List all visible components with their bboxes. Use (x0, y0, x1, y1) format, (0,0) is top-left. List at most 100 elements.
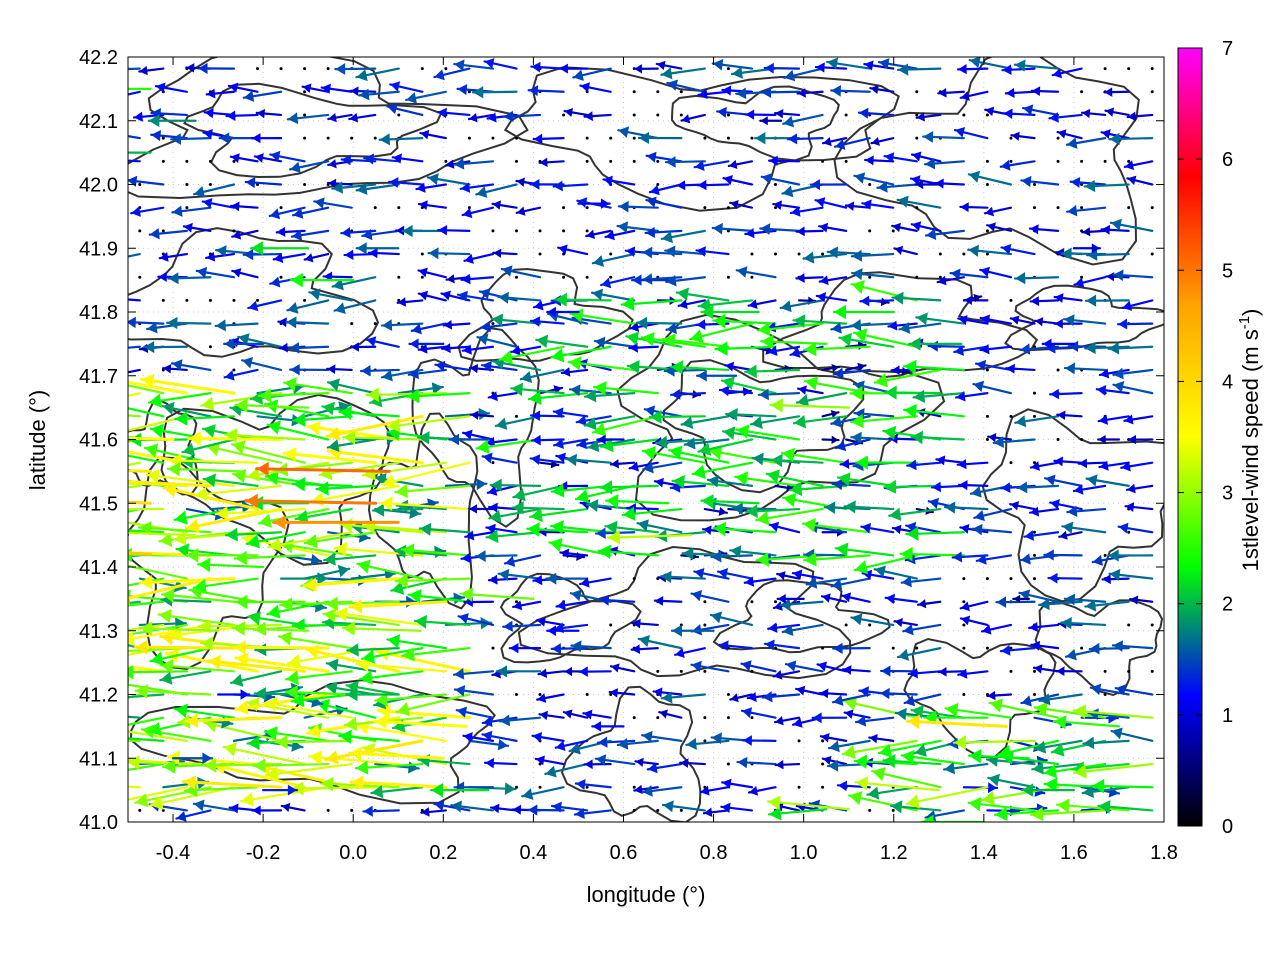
wind-vector (843, 709, 871, 719)
wind-vector (355, 182, 400, 195)
wind-vector (444, 159, 448, 163)
wind-vector (419, 129, 447, 140)
wind-vector (750, 716, 754, 720)
wind-vector (474, 550, 518, 562)
wind-vector (861, 199, 895, 210)
wind-vector (743, 576, 777, 587)
wind-vector (1033, 669, 1036, 673)
wind-vector (726, 762, 730, 766)
wind-vector (497, 568, 542, 581)
wind-vector (693, 160, 730, 171)
wind-vector (699, 785, 730, 796)
wind-vector (1112, 269, 1154, 282)
wind-vector (161, 364, 188, 374)
wind-vector (349, 775, 448, 790)
wind-vector (1114, 684, 1154, 696)
wind-vector (582, 709, 612, 720)
wind-vector (617, 126, 659, 140)
wind-vector (1126, 111, 1154, 122)
wind-vector (985, 646, 989, 650)
wind-vector (395, 693, 471, 717)
wind-vector (527, 85, 565, 97)
wind-vector (485, 529, 542, 544)
contour-line (560, 685, 702, 822)
wind-vector (418, 522, 471, 536)
wind-vector (1009, 461, 1013, 465)
wind-vector (185, 183, 189, 186)
wind-vector (397, 275, 401, 279)
wind-vector-sample (832, 304, 895, 320)
wind-vector (400, 543, 471, 558)
contour-line (183, 82, 443, 179)
wind-vector (1150, 669, 1154, 673)
wind-vector (1043, 549, 1083, 561)
wind-vector (1028, 621, 1060, 633)
wind-vector (685, 737, 730, 750)
wind-vector (714, 341, 777, 356)
wind-vector (192, 577, 259, 594)
wind-vector (761, 691, 801, 703)
wind-vector (562, 206, 566, 210)
wind-vector (494, 415, 542, 430)
wind-vector (237, 333, 283, 348)
wind-vector (485, 523, 518, 535)
wind-vector (463, 252, 495, 264)
wind-vector (585, 136, 589, 140)
wind-vector (255, 108, 283, 119)
wind-vector (333, 542, 424, 557)
wind-vector (487, 391, 518, 402)
y-tick-label: 42.0 (79, 175, 118, 197)
wind-vector (555, 600, 589, 611)
wind-vector-sample (700, 494, 760, 509)
wind-vector (632, 90, 636, 94)
colorbar-tick-label: 6 (1222, 149, 1233, 171)
wind-vector (658, 709, 683, 719)
wind-vector (128, 175, 165, 187)
wind-vector-sample (695, 369, 738, 382)
wind-vector (149, 786, 236, 810)
wind-vector (628, 461, 659, 472)
wind-vector (776, 571, 801, 581)
wind-vector (709, 611, 754, 627)
wind-vector (1127, 159, 1131, 163)
wind-vector (656, 808, 660, 812)
wind-vector (811, 712, 848, 724)
wind-vector (247, 299, 283, 312)
wind-vector (1073, 762, 1154, 779)
wind-vector (937, 87, 965, 98)
wind-vector (315, 481, 377, 496)
wind-vector (750, 136, 754, 140)
wind-vector (711, 58, 754, 71)
wind-vector (844, 201, 871, 211)
wind-vector (512, 600, 542, 611)
wind-vector (985, 252, 989, 256)
wind-vector (642, 461, 683, 474)
wind-vector (992, 436, 1036, 449)
wind-vector (1053, 293, 1083, 303)
wind-vector (816, 661, 848, 673)
wind-vector (231, 268, 259, 279)
wind-vector (868, 733, 895, 744)
wind-vector (461, 344, 495, 355)
wind-vector (943, 762, 989, 775)
wind-vector (128, 529, 165, 534)
wind-vector (529, 507, 589, 523)
wind-vector (326, 438, 377, 453)
wind-vector (361, 229, 400, 241)
wind-vector (203, 758, 283, 773)
wind-vector (266, 420, 330, 441)
contour-line (128, 57, 529, 200)
wind-vector (348, 599, 448, 614)
wind-vector-sample (1052, 714, 1121, 730)
wind-vector (140, 373, 236, 395)
wind-vector (256, 298, 259, 302)
wind-vectors (128, 57, 1154, 822)
wind-vector (1000, 243, 1036, 256)
wind-vector (819, 732, 848, 743)
wind-vector (453, 685, 495, 697)
wind-vector (956, 458, 989, 470)
wind-vector (184, 713, 283, 728)
y-tick-label: 41.7 (79, 366, 118, 388)
wind-vector (583, 111, 612, 121)
wind-vector (774, 206, 777, 210)
